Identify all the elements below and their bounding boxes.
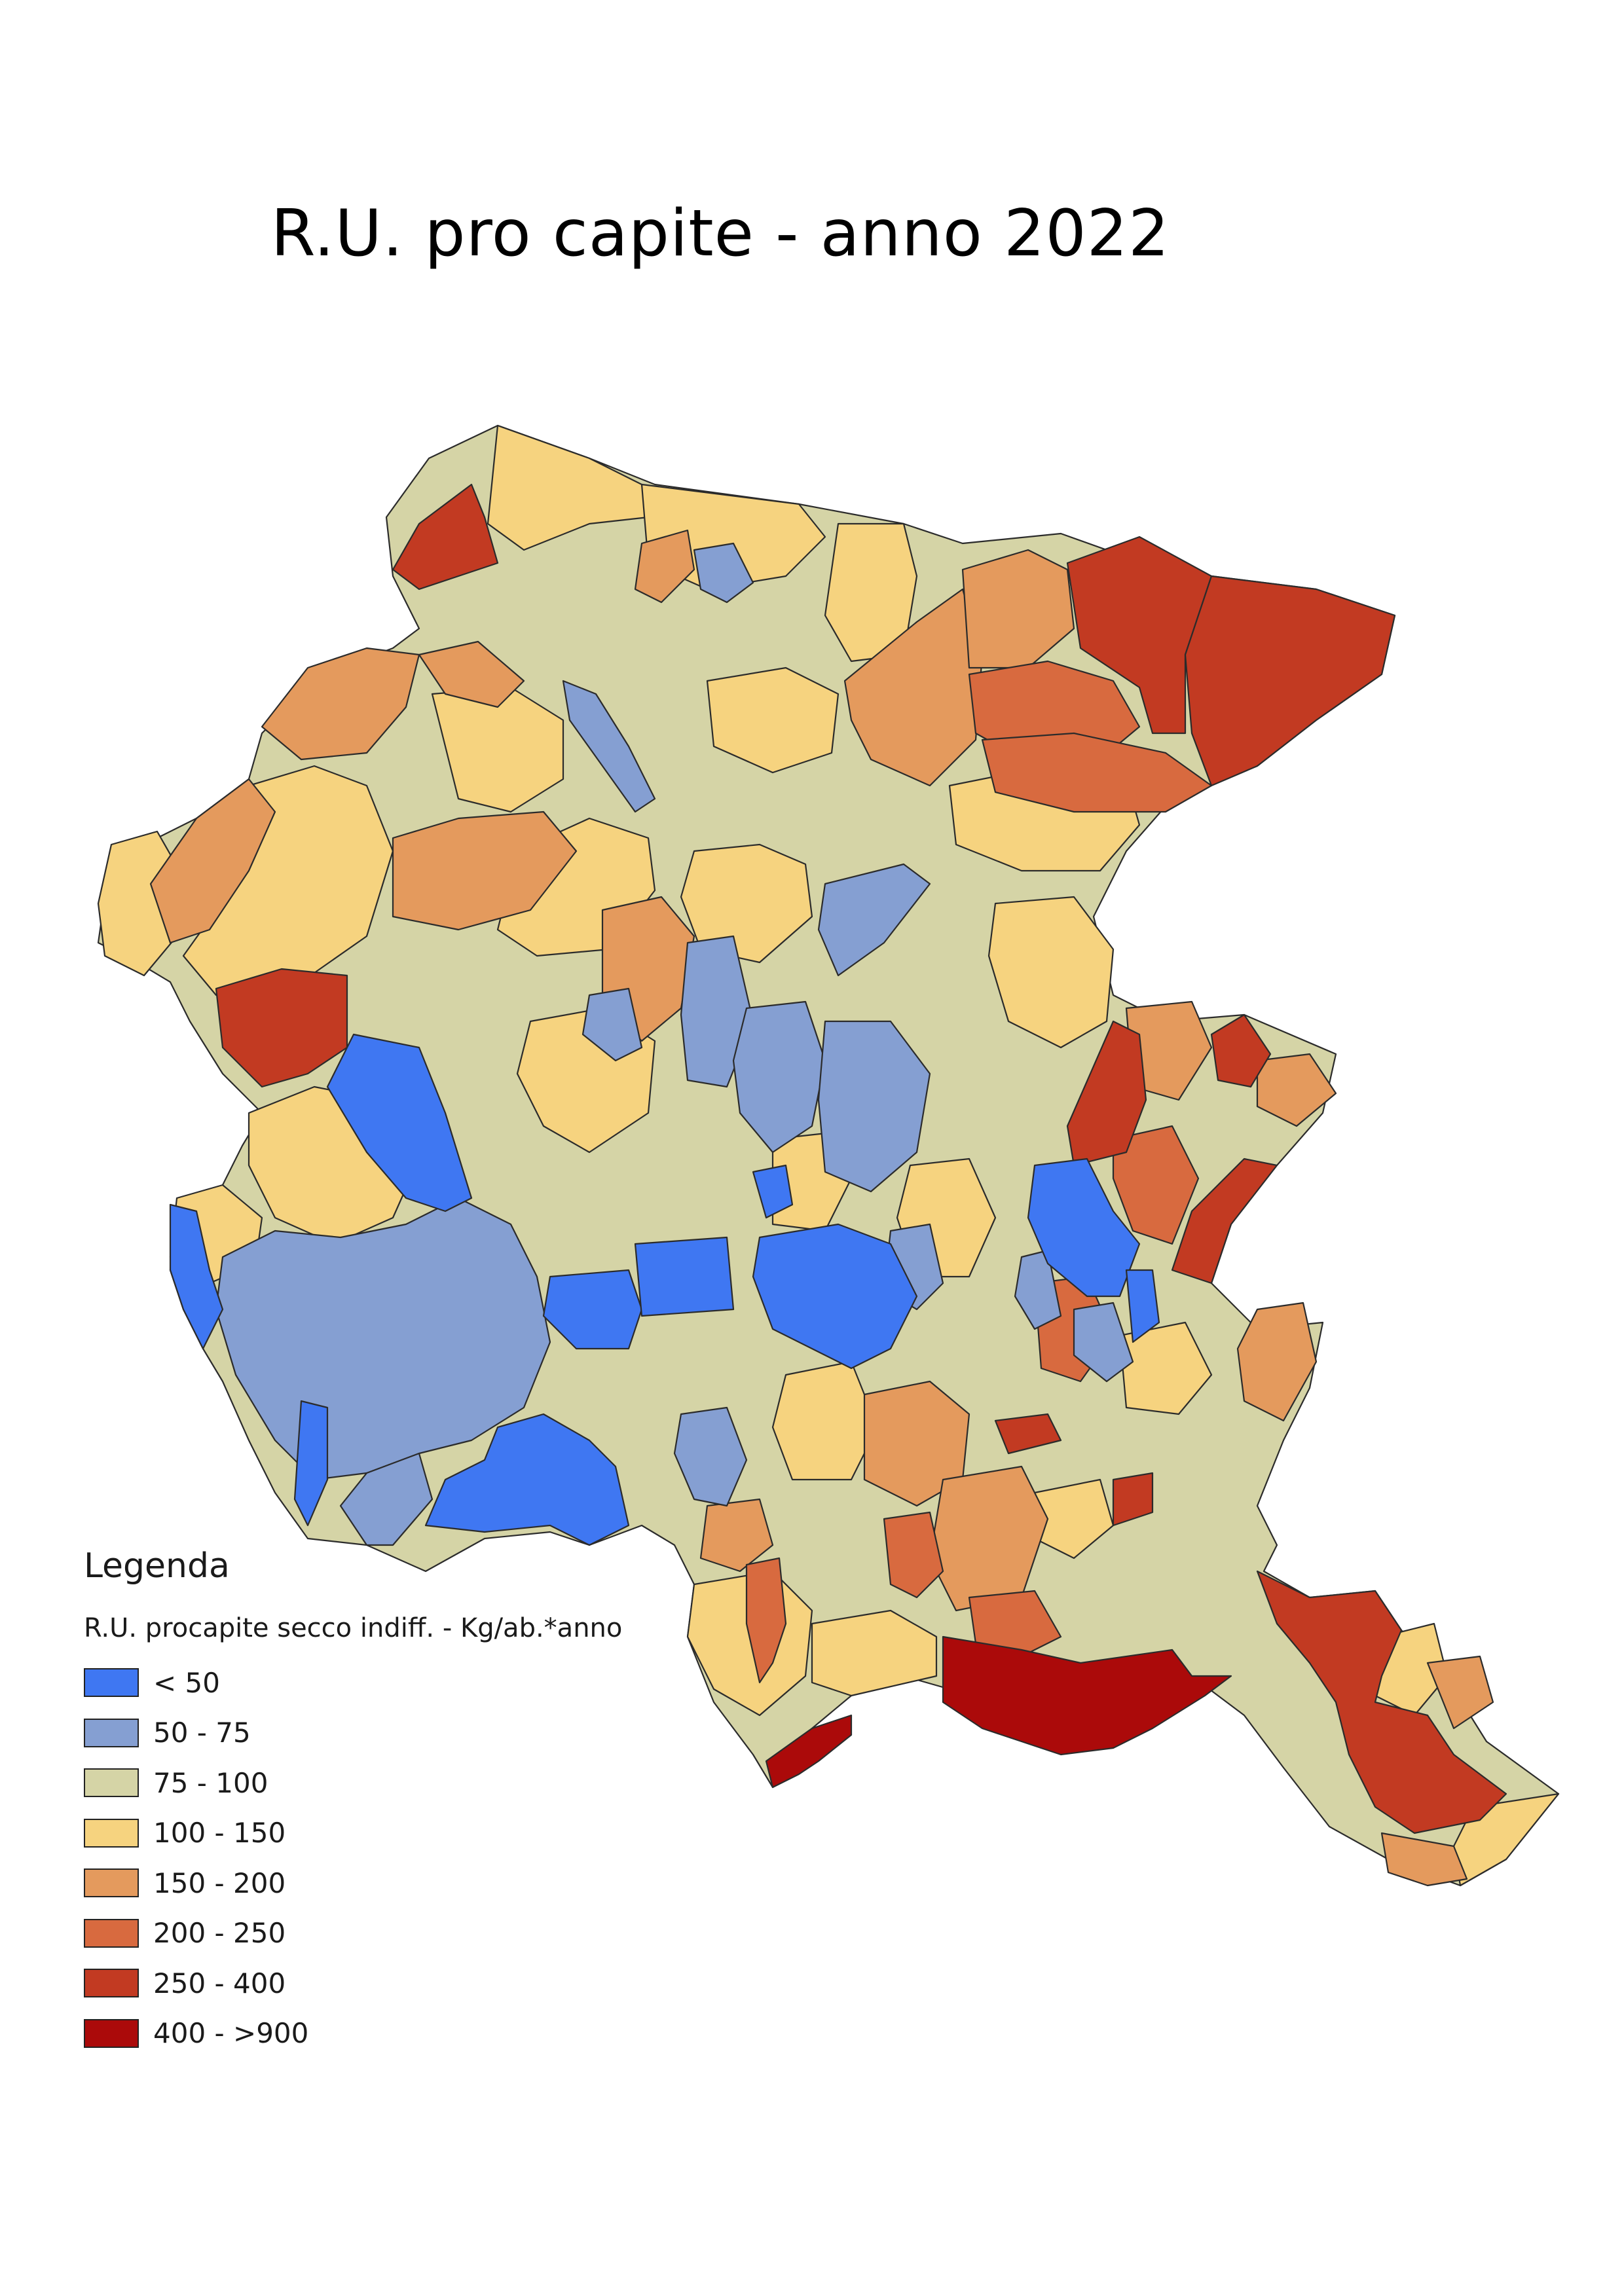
municipality-area bbox=[817, 863, 931, 977]
municipality-area bbox=[745, 1557, 787, 1684]
municipality-area bbox=[1256, 1053, 1337, 1127]
legend-item: 250 - 400 bbox=[84, 1958, 739, 2009]
legend-swatch bbox=[84, 1918, 139, 1948]
municipality-area bbox=[680, 935, 754, 1088]
legend-label: 400 - >900 bbox=[153, 2017, 309, 2050]
legend-label: 50 - 75 bbox=[153, 1717, 251, 1749]
municipality-area bbox=[634, 1236, 735, 1317]
legend-label: 100 - 150 bbox=[153, 1817, 286, 1850]
municipality-area bbox=[706, 666, 840, 774]
municipality-area bbox=[942, 1635, 1232, 1756]
legend-item: 100 - 150 bbox=[84, 1808, 739, 1859]
municipality-area bbox=[817, 1020, 931, 1193]
legend: Legenda R.U. procapite secco indiff. - K… bbox=[84, 1546, 739, 2058]
municipality-area bbox=[634, 529, 695, 604]
municipality-area bbox=[1027, 1157, 1141, 1298]
municipality-area bbox=[1073, 1302, 1134, 1383]
municipality-area bbox=[542, 1269, 643, 1350]
municipality-area bbox=[1125, 1269, 1160, 1343]
municipality-area bbox=[418, 640, 525, 708]
municipality-area bbox=[981, 732, 1213, 813]
municipality-area bbox=[1426, 1655, 1494, 1730]
municipality-area bbox=[1066, 1020, 1147, 1167]
legend-item: 200 - 250 bbox=[84, 1908, 739, 1959]
municipality-area bbox=[994, 1413, 1062, 1455]
legend-label: < 50 bbox=[153, 1666, 220, 1699]
municipality-area bbox=[752, 1223, 918, 1370]
municipality-area bbox=[699, 1498, 774, 1573]
legend-item: < 50 bbox=[84, 1658, 739, 1708]
municipality-area bbox=[1118, 1321, 1213, 1415]
municipality-area bbox=[1380, 1832, 1468, 1887]
municipality-area bbox=[581, 987, 643, 1062]
municipality-area bbox=[968, 1590, 1062, 1658]
municipality-area bbox=[673, 1406, 748, 1507]
municipality-area bbox=[431, 686, 564, 813]
legend-swatch bbox=[84, 1868, 139, 1898]
municipality-area bbox=[149, 778, 276, 944]
legend-swatch bbox=[84, 1718, 139, 1747]
municipality-area bbox=[424, 1413, 630, 1546]
legend-swatch bbox=[84, 1969, 139, 1998]
legend-label: 150 - 200 bbox=[153, 1867, 286, 1899]
municipality-area bbox=[326, 1033, 473, 1212]
municipality-area bbox=[732, 1000, 826, 1154]
municipality-area bbox=[1236, 1302, 1318, 1422]
municipality-area bbox=[293, 1400, 329, 1527]
municipality-area bbox=[752, 1164, 794, 1219]
municipality-area bbox=[680, 843, 813, 964]
legend-item: 150 - 200 bbox=[84, 1858, 739, 1908]
municipality-area bbox=[843, 588, 984, 787]
legend-swatch bbox=[84, 1768, 139, 1798]
municipality-area bbox=[1112, 1125, 1200, 1245]
municipality-area bbox=[562, 680, 656, 813]
municipality-area bbox=[392, 483, 499, 591]
municipality-area bbox=[261, 647, 420, 761]
municipality-area bbox=[811, 1609, 938, 1697]
legend-swatch bbox=[84, 2018, 139, 2048]
municipality-area bbox=[215, 968, 348, 1088]
legend-item: 400 - >900 bbox=[84, 2009, 739, 2059]
legend-label: 200 - 250 bbox=[153, 1917, 286, 1950]
municipality-area bbox=[215, 1197, 551, 1481]
legend-swatch bbox=[84, 1668, 139, 1698]
municipality-area bbox=[961, 549, 1075, 669]
legend-item: 75 - 100 bbox=[84, 1758, 739, 1808]
municipality-area bbox=[693, 542, 754, 604]
municipality-area bbox=[1256, 1570, 1507, 1834]
municipality-area bbox=[1066, 536, 1213, 735]
municipality-area bbox=[487, 424, 650, 551]
municipality-area bbox=[392, 811, 578, 931]
legend-label: 250 - 400 bbox=[153, 1967, 286, 1999]
municipality-area bbox=[1112, 1472, 1154, 1527]
legend-label: 75 - 100 bbox=[153, 1766, 268, 1799]
legend-swatch bbox=[84, 1818, 139, 1848]
municipality-area bbox=[987, 896, 1115, 1049]
municipality-area bbox=[883, 1511, 944, 1599]
municipality-area bbox=[169, 1203, 224, 1350]
legend-title: Legenda bbox=[84, 1546, 230, 1586]
municipality-area bbox=[765, 1714, 853, 1789]
municipality-area bbox=[339, 1452, 434, 1546]
map-title: R.U. pro capite - anno 2022 bbox=[270, 196, 1170, 271]
municipality-area bbox=[1210, 1013, 1272, 1088]
legend-items: < 50 50 - 75 75 - 100 100 - 150 150 - 20… bbox=[84, 1658, 739, 2058]
municipality-area bbox=[1184, 575, 1396, 787]
legend-item: 50 - 75 bbox=[84, 1708, 739, 1758]
municipality-area bbox=[1171, 1157, 1278, 1285]
legend-subtitle: R.U. procapite secco indiff. - Kg/ab.*an… bbox=[84, 1613, 623, 1643]
